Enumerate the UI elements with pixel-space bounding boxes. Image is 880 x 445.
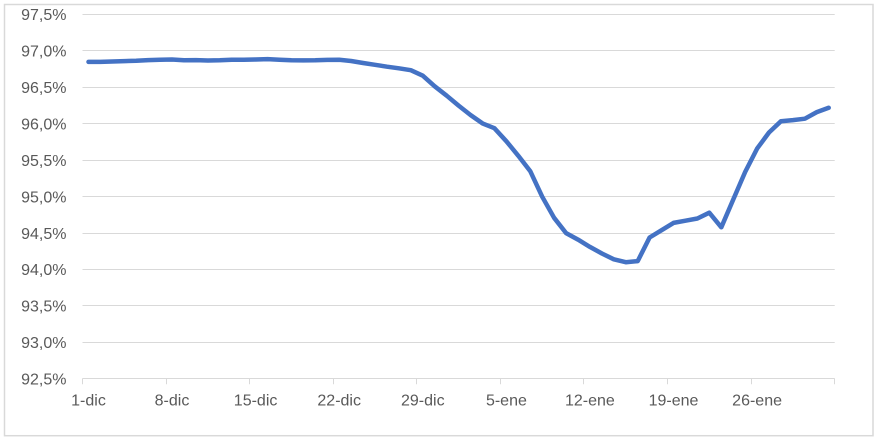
svg-text:19-ene: 19-ene [649, 393, 699, 410]
svg-text:26-ene: 26-ene [732, 393, 782, 410]
svg-text:5-ene: 5-ene [486, 393, 527, 410]
svg-text:1-dic: 1-dic [71, 393, 106, 410]
svg-text:92,5%: 92,5% [21, 372, 66, 389]
svg-text:97,5%: 97,5% [21, 7, 66, 24]
svg-text:93,5%: 93,5% [21, 299, 66, 316]
svg-text:96,5%: 96,5% [21, 80, 66, 97]
svg-text:94,5%: 94,5% [21, 226, 66, 243]
svg-text:96,0%: 96,0% [21, 116, 66, 133]
svg-text:93,0%: 93,0% [21, 335, 66, 352]
svg-text:95,0%: 95,0% [21, 189, 66, 206]
svg-text:12-ene: 12-ene [565, 393, 615, 410]
svg-text:29-dic: 29-dic [401, 393, 445, 410]
svg-text:22-dic: 22-dic [317, 393, 361, 410]
svg-text:95,5%: 95,5% [21, 153, 66, 170]
svg-text:97,0%: 97,0% [21, 44, 66, 61]
svg-text:8-dic: 8-dic [155, 393, 190, 410]
svg-text:15-dic: 15-dic [234, 393, 278, 410]
svg-text:94,0%: 94,0% [21, 262, 66, 279]
